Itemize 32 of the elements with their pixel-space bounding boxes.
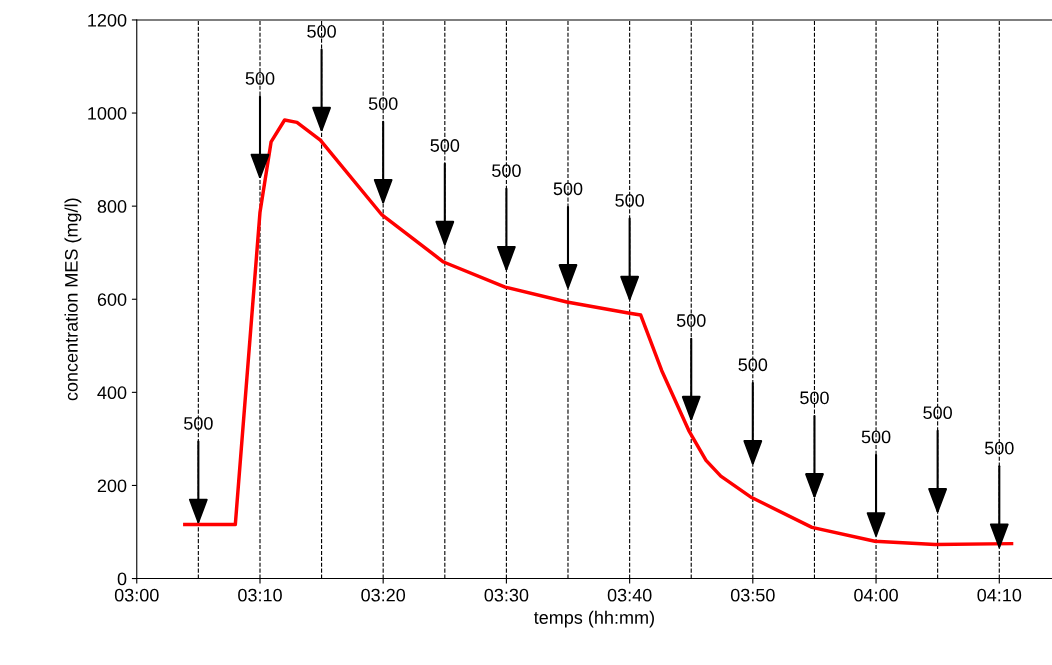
line-series <box>183 118 1014 547</box>
x-tick-label: 03:20 <box>361 588 406 602</box>
annotation: 500 <box>800 391 829 405</box>
y-tick-label: 200 <box>97 479 127 493</box>
x-tick-label: 03:10 <box>238 588 282 602</box>
y-tick-label: 1000 <box>88 106 127 120</box>
y-axis-title: concentration MES (mg/l) <box>64 198 82 401</box>
x-tick-label: 04:10 <box>977 588 1022 602</box>
annotation: 500 <box>553 182 583 196</box>
y-tick-label: 0 <box>117 572 127 586</box>
annotation: 500 <box>615 194 644 207</box>
x-axis-title: temps (hh:mm) <box>533 610 654 628</box>
annotation: 500 <box>923 406 952 420</box>
x-tick-label: 03:40 <box>607 588 652 602</box>
y-tick-label: 600 <box>97 293 127 306</box>
y-tick-label: 400 <box>97 386 127 400</box>
annotation: 500 <box>984 441 1014 455</box>
annotation: 500 <box>307 25 336 38</box>
annotation: 500 <box>245 72 275 85</box>
x-tick-label: 03:00 <box>114 588 159 602</box>
annotation: 500 <box>492 164 521 178</box>
annotation: 500 <box>184 417 213 430</box>
annotation: 500 <box>430 139 460 152</box>
x-tick-label: 03:50 <box>730 588 775 602</box>
annotation: 500 <box>368 97 398 110</box>
x-tick-label: 04:00 <box>854 588 898 602</box>
y-tick-label: 1200 <box>88 13 127 27</box>
x-tick-label: 03:30 <box>484 588 529 602</box>
annotation: 500 <box>676 314 706 327</box>
annotation: 500 <box>861 430 891 444</box>
annotation: 500 <box>738 358 768 372</box>
y-tick-label: 800 <box>97 200 127 213</box>
